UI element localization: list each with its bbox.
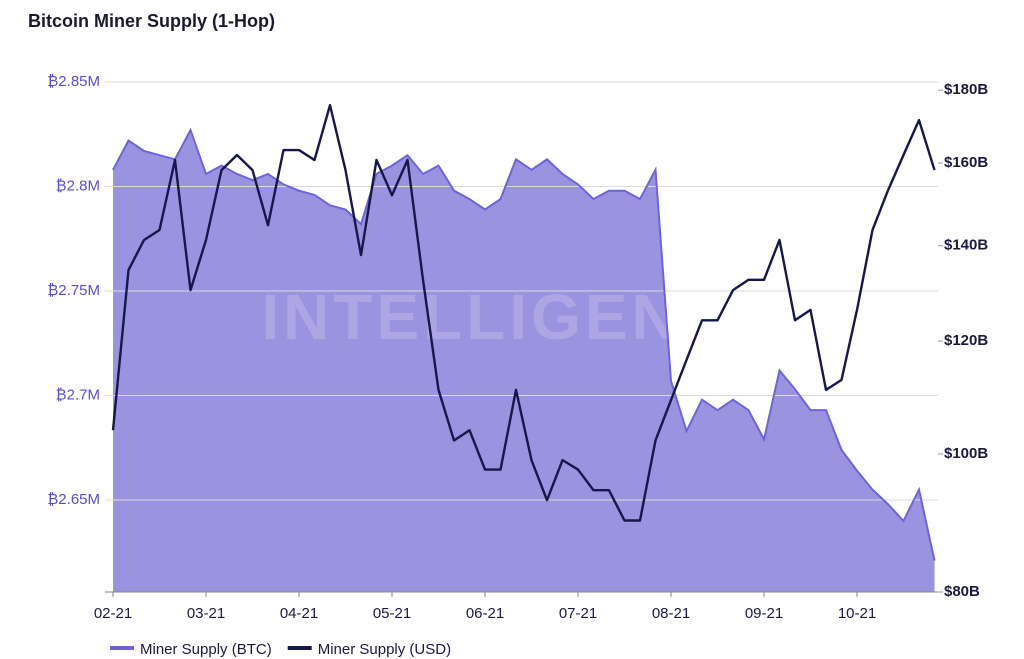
legend-label: Miner Supply (USD): [318, 641, 451, 658]
x-tick-label: 09-21: [745, 605, 783, 622]
area: [113, 130, 935, 592]
x-tick-label: 08-21: [652, 605, 690, 622]
legend-swatch: [287, 646, 312, 650]
y-tick-label: ₿2.65M: [47, 491, 100, 508]
y2-tick-label: $100B: [944, 445, 988, 462]
x-tick-label: 06-21: [466, 605, 504, 622]
x-tick-label: 07-21: [559, 605, 597, 622]
watermark: INTELLIGENCE: [261, 281, 778, 353]
x-tick-label: 02-21: [94, 605, 132, 622]
chart-title: Bitcoin Miner Supply (1-Hop): [28, 11, 275, 31]
y-tick-label: ₿2.8M: [56, 177, 100, 194]
y2-tick-label: $140B: [944, 237, 988, 254]
y-tick-label: ₿2.7M: [56, 386, 100, 403]
x-tick-label: 03-21: [187, 605, 225, 622]
area-edge: [112, 127, 936, 561]
x-tick-label: 10-21: [838, 605, 876, 622]
line: [111, 103, 936, 522]
y2-tick-label: $80B: [944, 583, 980, 600]
x-tick-label: 04-21: [280, 605, 318, 622]
y2-tick-label: $180B: [944, 81, 988, 98]
y2-tick-label: $120B: [944, 332, 988, 349]
y-tick-label: ₿2.75M: [47, 282, 100, 299]
legend-label: Miner Supply (BTC): [140, 641, 272, 658]
legend-swatch: [110, 646, 134, 650]
x-tick-label: 05-21: [373, 605, 411, 622]
y2-tick-label: $160B: [944, 154, 988, 171]
y-tick-label: ₿2.85M: [47, 73, 100, 90]
